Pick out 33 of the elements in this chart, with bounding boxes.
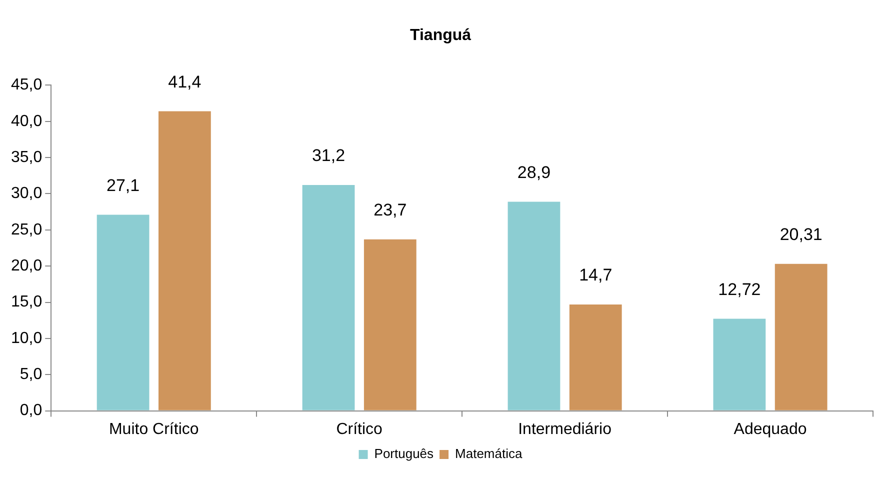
data-label: 41,4 xyxy=(168,72,202,92)
y-tick-label: 35,0 xyxy=(11,148,42,166)
y-tick-label: 40,0 xyxy=(11,112,42,130)
data-label: 27,1 xyxy=(106,176,140,195)
bar xyxy=(96,214,150,410)
y-tick-label: 30,0 xyxy=(11,185,42,202)
bar xyxy=(713,318,766,410)
bar xyxy=(774,264,828,410)
bar xyxy=(302,185,355,410)
y-tick-label: 0,0 xyxy=(20,402,42,420)
data-label: 14,7 xyxy=(579,266,612,285)
bar xyxy=(158,111,211,410)
x-tick-label: Intermediário xyxy=(518,420,612,438)
legend-label: Matemática xyxy=(455,446,523,462)
legend-label: Português xyxy=(374,446,434,462)
data-label: 23,7 xyxy=(374,200,407,220)
y-tick-label: 5,0 xyxy=(20,366,42,384)
data-label: 31,2 xyxy=(312,146,346,166)
y-tick-label: 20,0 xyxy=(11,257,42,274)
bar xyxy=(569,304,622,410)
bar xyxy=(364,239,416,410)
y-tick-label: 10,0 xyxy=(11,330,42,347)
bar xyxy=(508,202,560,410)
data-label: 12,72 xyxy=(718,280,761,299)
y-tick-label: 25,0 xyxy=(11,221,42,238)
data-label: 28,9 xyxy=(517,162,551,182)
x-tick-label: Muito Crítico xyxy=(108,420,199,438)
data-label: 20,31 xyxy=(780,225,822,244)
y-tick-label: 15,0 xyxy=(11,294,42,311)
x-tick-label: Crítico xyxy=(336,420,383,438)
y-tick-label: 45,0 xyxy=(11,76,42,94)
chart-title: Tianguá xyxy=(410,27,472,44)
x-tick-label: Adequado xyxy=(734,420,807,438)
